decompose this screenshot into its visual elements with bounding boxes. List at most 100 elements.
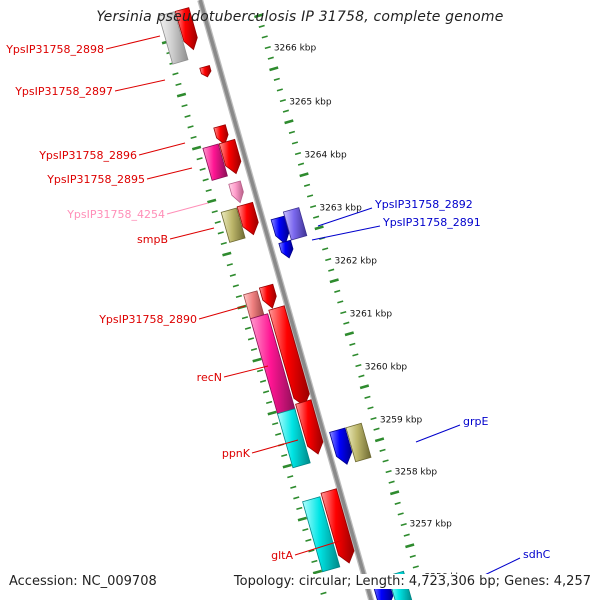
tick: [385, 469, 392, 474]
tick: [412, 565, 419, 569]
tick: [374, 437, 385, 443]
tick: [247, 337, 255, 341]
tick: [229, 273, 236, 277]
tick: [409, 554, 416, 558]
kbp-label: 3263 kbp: [319, 204, 362, 214]
label-leader: [415, 424, 461, 443]
gene-arrow: [268, 305, 310, 407]
gene-label: gltA: [271, 549, 293, 562]
label-leader: [146, 167, 193, 180]
tick: [311, 559, 318, 564]
tick: [320, 591, 327, 595]
tick: [313, 215, 320, 219]
topology-text: Topology: circular; Length: 4,723,306 bp…: [233, 574, 591, 589]
tick: [264, 45, 271, 50]
tick: [297, 162, 305, 166]
tick: [329, 278, 339, 284]
tick: [337, 300, 344, 304]
tick: [302, 528, 309, 532]
gene-arrow: [270, 215, 290, 245]
tick: [196, 157, 203, 161]
tick: [303, 183, 311, 187]
kbp-label: 3264 kbp: [304, 151, 347, 161]
tick: [241, 316, 249, 320]
tick: [267, 56, 274, 60]
gene-label: smpB: [137, 233, 168, 246]
gene-label: YpsIP31758_2898: [5, 43, 104, 56]
tick: [352, 353, 359, 357]
tick: [358, 374, 365, 378]
tick: [172, 72, 179, 76]
label-leader: [317, 207, 373, 227]
gene-label: YpsIP31758_2897: [14, 85, 113, 98]
label-leader: [114, 79, 166, 92]
gene-label: YpsIP31758_2891: [382, 216, 481, 229]
tick: [269, 66, 279, 72]
tick: [293, 496, 300, 500]
gene-arrow: [218, 138, 242, 175]
tick: [220, 241, 227, 246]
tick: [328, 268, 335, 272]
map-title: Yersinia pseudotuberculosis IP 31758, co…: [96, 9, 504, 25]
tick: [379, 448, 386, 452]
gene-arrow: [320, 488, 355, 564]
gene-arrow: [213, 124, 229, 146]
gene-arrow: [228, 180, 244, 204]
tick: [265, 400, 273, 405]
tick: [400, 522, 407, 527]
backbone: [197, 0, 375, 600]
tick: [322, 247, 329, 251]
gene-label: YpsIP31758_2896: [38, 149, 137, 162]
tick: [226, 263, 233, 267]
tick: [176, 92, 187, 98]
label-leader: [105, 35, 161, 50]
gene-arrow: [277, 408, 311, 469]
label-leader: [294, 539, 344, 556]
tick: [191, 145, 202, 151]
label-leader: [311, 225, 381, 241]
tick: [261, 35, 268, 39]
tick: [184, 114, 191, 118]
tick: [281, 453, 288, 458]
tick: [349, 342, 356, 346]
tick: [299, 172, 309, 178]
tick: [282, 109, 290, 113]
kbp-label: 3258 kbp: [395, 468, 438, 478]
tick: [309, 204, 317, 209]
gene-label: sdhC: [523, 548, 551, 561]
tick: [370, 416, 377, 421]
tick: [175, 82, 182, 87]
tick: [288, 130, 296, 134]
tick: [325, 257, 332, 262]
tick: [297, 516, 308, 522]
tick: [364, 395, 371, 399]
gene-label: recN: [197, 371, 222, 384]
tick: [181, 104, 188, 108]
label-leader: [251, 439, 299, 454]
tick: [211, 210, 218, 214]
tick: [308, 549, 315, 553]
kbp-label: 3257 kbp: [409, 520, 452, 530]
tick: [217, 231, 224, 235]
tick: [235, 294, 242, 299]
gene-label: YpsIP31758_4254: [66, 208, 165, 221]
gene-arrow: [202, 143, 228, 181]
backbone-line-core: [198, 0, 373, 600]
tick: [276, 88, 283, 92]
tick: [296, 506, 303, 511]
kbp-label: 3262 kbp: [335, 257, 378, 267]
tick: [382, 459, 389, 463]
tick: [359, 384, 370, 390]
tick: [187, 125, 194, 129]
label-leader: [223, 365, 269, 378]
tick: [273, 77, 280, 81]
kbp-label: 3260 kbp: [365, 363, 408, 373]
tick: [388, 480, 395, 484]
gene-labels: YpsIP31758_2898 YpsIP31758_2897 YpsIP31758…: [5, 43, 550, 562]
tick: [314, 225, 324, 231]
tick: [291, 141, 299, 145]
tick: [205, 188, 212, 193]
tick: [403, 533, 410, 537]
